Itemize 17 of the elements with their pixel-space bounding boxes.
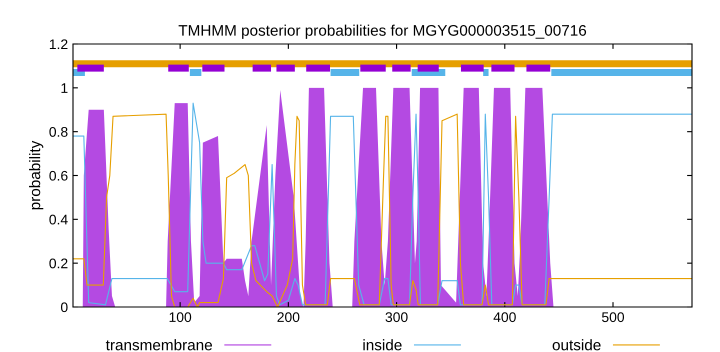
y-tick-label: 1.2 xyxy=(50,39,68,50)
chart-title: TMHMM posterior probabilities for MGYG000003515_00716 xyxy=(178,24,586,39)
legend-label: outside xyxy=(552,339,601,350)
y-tick-label: 0.2 xyxy=(49,258,68,268)
y-tick-label: 0.6 xyxy=(49,170,68,181)
x-tick-label: 300 xyxy=(386,312,408,322)
x-tick-label: 400 xyxy=(494,312,516,322)
y-axis-title: probability xyxy=(29,140,44,210)
x-tick-label: 500 xyxy=(602,312,624,322)
legend-label: transmembrane xyxy=(106,339,212,350)
y-tick-label: 0.8 xyxy=(49,127,68,137)
x-tick-label: 200 xyxy=(277,312,300,322)
legend-label: inside xyxy=(363,339,402,350)
y-tick-label: 1 xyxy=(61,83,68,93)
x-tick-label: 100 xyxy=(170,312,192,322)
y-tick-label: 0.4 xyxy=(49,214,68,225)
y-tick-label: 0 xyxy=(60,302,68,312)
